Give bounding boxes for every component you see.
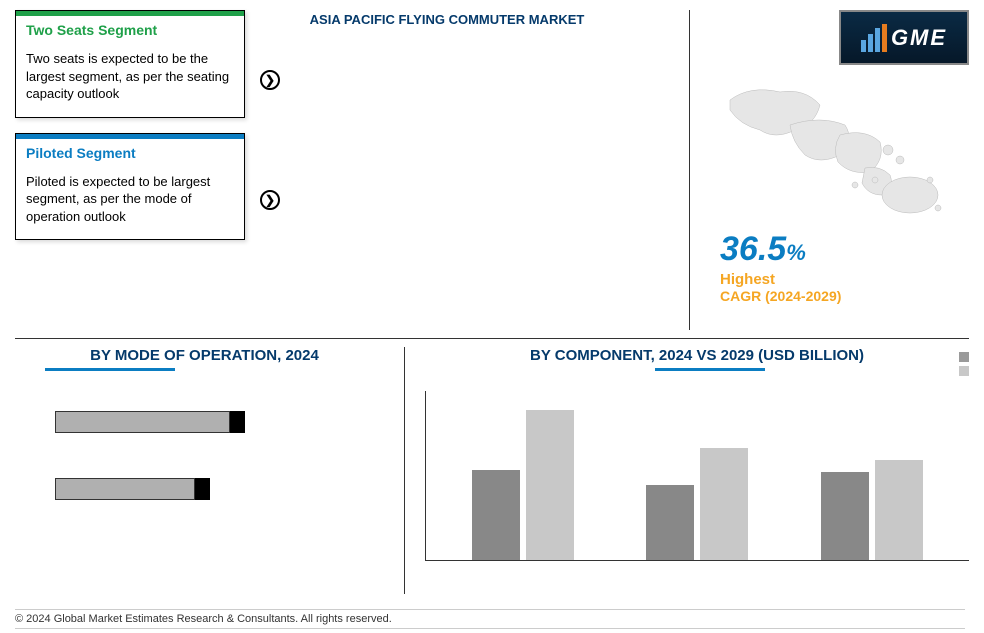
- bar-group: [472, 410, 574, 560]
- component-chart: BY COMPONENT, 2024 VS 2029 (USD BILLION): [405, 347, 969, 594]
- bottom-section: BY MODE OF OPERATION, 2024 BY COMPONENT,…: [15, 339, 969, 594]
- bar-2029: [875, 460, 923, 560]
- bar-2024: [646, 485, 694, 560]
- right-panel: GME: [689, 10, 969, 330]
- asia-pacific-map: [720, 80, 950, 220]
- gme-logo: GME: [839, 10, 969, 65]
- vbar-area: [425, 391, 969, 561]
- cagr-value: 36.5: [720, 230, 786, 268]
- chevron-icon: ❯: [260, 70, 280, 90]
- hbar: [55, 478, 195, 500]
- copyright-text: © 2024 Global Market Estimates Research …: [15, 609, 965, 629]
- center-area: ASIA PACIFIC FLYING COMMUTER MARKET ❯ ❯: [260, 10, 674, 330]
- segment-title: Two Seats Segment: [16, 16, 244, 42]
- hbar-row: [55, 411, 394, 433]
- logo-bars-icon: [861, 24, 887, 52]
- cagr-highest-label: Highest: [720, 271, 841, 288]
- bar-2024: [821, 472, 869, 560]
- hbar-row: [55, 478, 394, 500]
- chevron-icon: ❯: [260, 190, 280, 210]
- bar-2029: [700, 448, 748, 560]
- segment-boxes-column: Two Seats Segment Two seats is expected …: [15, 10, 245, 330]
- bar-2024: [472, 470, 520, 560]
- legend: [959, 352, 969, 376]
- main-title: ASIA PACIFIC FLYING COMMUTER MARKET: [220, 12, 674, 27]
- bar-group: [821, 460, 923, 560]
- hbar-cap: [230, 411, 245, 433]
- infographic-container: Two Seats Segment Two seats is expected …: [0, 0, 984, 633]
- hbar-area: [15, 411, 394, 500]
- legend-swatch: [959, 366, 969, 376]
- cagr-period-label: CAGR (2024-2029): [720, 288, 841, 304]
- hbar-cap: [195, 478, 210, 500]
- cagr-block: 36.5% Highest CAGR (2024-2029): [720, 230, 841, 304]
- title-underline: [45, 368, 175, 371]
- cagr-value-row: 36.5%: [720, 230, 841, 269]
- legend-swatch: [959, 352, 969, 362]
- mode-of-operation-chart: BY MODE OF OPERATION, 2024: [15, 347, 405, 594]
- segment-box-piloted: Piloted Segment Piloted is expected to b…: [15, 133, 245, 241]
- segment-box-two-seats: Two Seats Segment Two seats is expected …: [15, 10, 245, 118]
- logo-text: GME: [891, 25, 947, 51]
- hbar: [55, 411, 230, 433]
- segment-description: Piloted is expected to be largest segmen…: [16, 165, 244, 240]
- bar-2029: [526, 410, 574, 560]
- chart-title: BY COMPONENT, 2024 VS 2029 (USD BILLION): [425, 347, 969, 364]
- segment-description: Two seats is expected to be the largest …: [16, 42, 244, 117]
- chart-title: BY MODE OF OPERATION, 2024: [15, 347, 394, 364]
- cagr-percent: %: [786, 240, 806, 265]
- top-section: Two Seats Segment Two seats is expected …: [15, 10, 969, 330]
- bar-group: [646, 448, 748, 560]
- title-underline: [655, 368, 765, 371]
- segment-title: Piloted Segment: [16, 139, 244, 165]
